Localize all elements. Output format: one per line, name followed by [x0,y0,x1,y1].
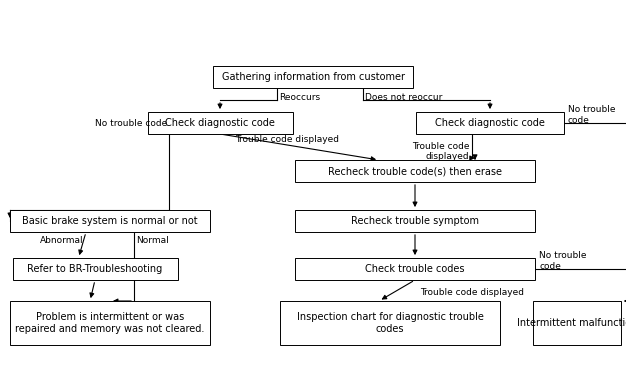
Text: Check diagnostic code: Check diagnostic code [165,118,275,128]
Text: Check diagnostic code: Check diagnostic code [435,118,545,128]
Text: Abnormal: Abnormal [40,236,84,245]
Text: Trouble code
displayed: Trouble code displayed [412,142,470,161]
FancyBboxPatch shape [295,258,535,280]
Text: Trouble code displayed: Trouble code displayed [235,135,339,144]
Text: Refer to BR-Troubleshooting: Refer to BR-Troubleshooting [28,264,163,274]
Text: Intermittent malfunction: Intermittent malfunction [517,318,626,328]
FancyBboxPatch shape [10,210,210,232]
FancyBboxPatch shape [295,160,535,182]
Text: Inspection chart for diagnostic trouble
codes: Inspection chart for diagnostic trouble … [297,312,483,334]
FancyBboxPatch shape [13,258,178,280]
FancyBboxPatch shape [148,112,292,134]
Text: Does not reoccur: Does not reoccur [365,93,443,102]
FancyBboxPatch shape [10,301,210,345]
FancyBboxPatch shape [280,301,500,345]
Text: Basic brake system is normal or not: Basic brake system is normal or not [22,216,198,226]
FancyBboxPatch shape [295,210,535,232]
FancyBboxPatch shape [416,112,564,134]
Text: Normal: Normal [136,236,169,245]
Text: Recheck trouble code(s) then erase: Recheck trouble code(s) then erase [328,166,502,176]
Text: No trouble code: No trouble code [95,118,167,128]
FancyBboxPatch shape [213,66,413,88]
FancyBboxPatch shape [533,301,621,345]
Text: No trouble
code: No trouble code [568,105,615,125]
Text: Check trouble codes: Check trouble codes [365,264,464,274]
Text: Trouble code displayed: Trouble code displayed [420,288,524,297]
Text: Recheck trouble symptom: Recheck trouble symptom [351,216,479,226]
Text: Problem is intermittent or was
repaired and memory was not cleared.: Problem is intermittent or was repaired … [15,312,205,334]
Text: No trouble
code: No trouble code [539,251,587,271]
Text: Gathering information from customer: Gathering information from customer [222,72,404,82]
Text: Reoccurs: Reoccurs [279,93,320,102]
